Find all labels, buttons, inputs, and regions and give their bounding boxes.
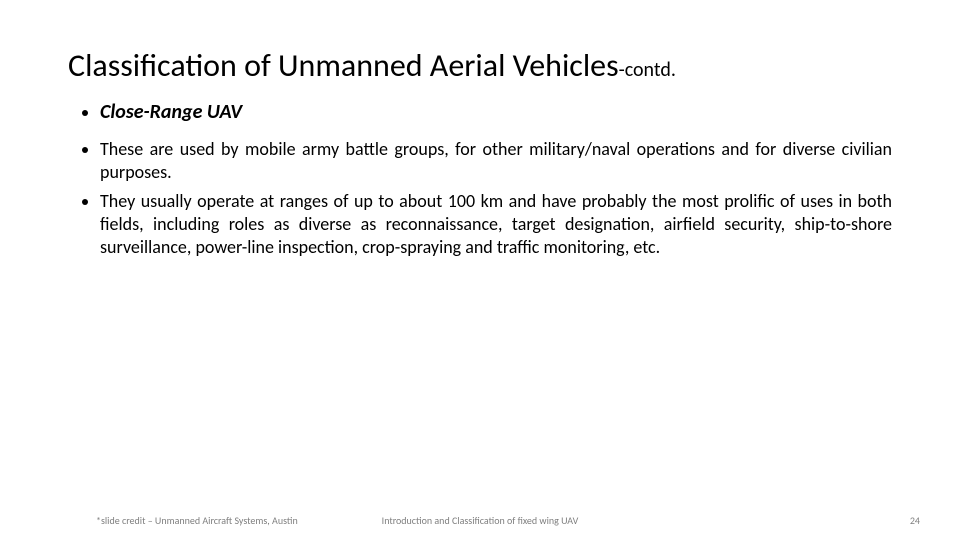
body-bullet-text: They usually operate at ranges of up to …: [100, 190, 892, 259]
heading-bullet-row: Close-Range UAV: [82, 100, 892, 124]
slide-title-main: Classification of Unmanned Aerial Vehicl…: [68, 46, 619, 85]
slide-title-row: Classification of Unmanned Aerial Vehicl…: [68, 46, 898, 85]
heading-bullet-text: Close-Range UAV: [100, 100, 242, 124]
slide: Classification of Unmanned Aerial Vehicl…: [0, 0, 960, 540]
bullet-icon: [82, 199, 88, 205]
body-bullet-row: These are used by mobile army battle gro…: [82, 138, 892, 184]
bullet-icon: [82, 110, 88, 116]
bullet-icon: [82, 147, 88, 153]
slide-title-suffix: -contd.: [619, 58, 676, 82]
footer-page-number: 24: [910, 514, 920, 527]
footer-center-text: Introduction and Classification of fixed…: [0, 514, 960, 527]
body-bullet-row: They usually operate at ranges of up to …: [82, 190, 892, 259]
body-bullet-text: These are used by mobile army battle gro…: [100, 138, 892, 184]
slide-content: Close-Range UAV These are used by mobile…: [82, 100, 892, 265]
